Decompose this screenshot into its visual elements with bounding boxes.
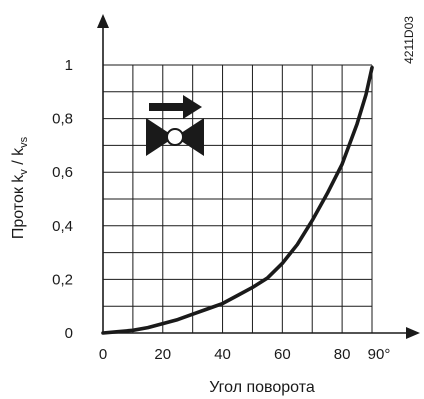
y-axis-label-sub-v: v bbox=[18, 169, 30, 175]
x-tick-label: 90° bbox=[368, 346, 391, 363]
y-tick-label: 0 bbox=[65, 325, 73, 342]
valve-icon bbox=[146, 118, 204, 156]
x-tick-label: 80 bbox=[334, 346, 351, 363]
y-axis-label-sep: / k bbox=[10, 147, 27, 169]
y-axis-label: Проток kv / kvs bbox=[10, 136, 30, 239]
y-tick-label: 0,8 bbox=[52, 111, 73, 128]
y-tick-labels: 0 0,2 0,4 0,6 0,8 1 bbox=[52, 57, 73, 342]
figure-code-label: 4211D03 bbox=[402, 16, 416, 64]
x-tick-label: 20 bbox=[154, 346, 171, 363]
y-tick-label: 0,4 bbox=[52, 218, 73, 235]
y-tick-label: 1 bbox=[65, 57, 73, 74]
grid bbox=[103, 64, 373, 333]
x-tick-label: 40 bbox=[214, 346, 231, 363]
x-tick-label: 0 bbox=[99, 346, 107, 363]
x-tick-label: 60 bbox=[274, 346, 291, 363]
valve-diagram bbox=[146, 95, 204, 156]
y-axis-label-sub-vs: vs bbox=[18, 136, 30, 148]
y-tick-label: 0,6 bbox=[52, 164, 73, 181]
x-axis-label: Угол поворота bbox=[209, 379, 315, 396]
y-axis-label-main: Проток k bbox=[10, 174, 27, 239]
flow-arrow-icon bbox=[149, 95, 202, 119]
flow-curve-series-line bbox=[101, 65, 374, 335]
y-tick-label: 0,2 bbox=[52, 271, 73, 288]
x-tick-labels: 0 20 40 60 80 90° bbox=[99, 346, 391, 363]
